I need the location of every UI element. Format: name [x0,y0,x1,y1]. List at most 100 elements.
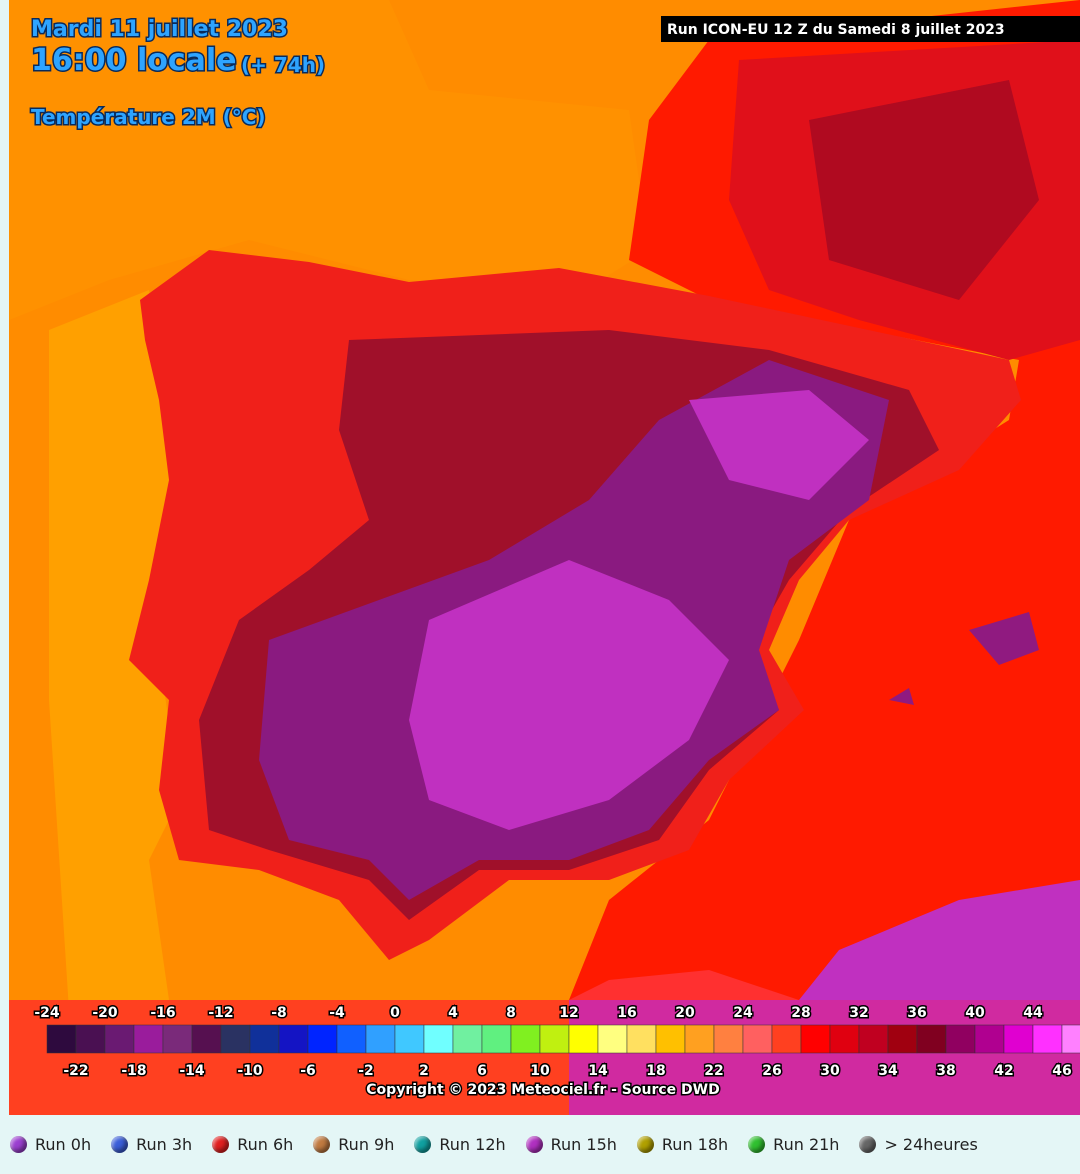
colorbar-swatch [75,1024,106,1054]
run-icon [414,1136,432,1153]
colorbar-label: -22 [63,1063,88,1079]
colorbar-swatch [365,1024,396,1054]
run-label: Run 18h [661,1135,729,1154]
weather-map: Mardi 11 juillet 2023 16:00 locale (+ 74… [9,0,1080,1115]
run-label: Run 6h [237,1135,294,1154]
colorbar-swatch [945,1024,976,1054]
iberia-extreme [409,560,729,830]
colorbar-swatch [597,1024,628,1054]
colorbar-swatch [133,1024,164,1054]
colorbar-background [9,1000,569,1115]
colorbar-label: 0 [390,1005,400,1021]
run-label: Run 0h [35,1135,92,1154]
colorbar-label: -2 [358,1063,374,1079]
run-icon [111,1136,129,1153]
north-africa [799,880,1080,1000]
run-button[interactable]: Run 15h [525,1135,617,1154]
colorbar-swatch [771,1024,802,1054]
colorbar-label: 6 [477,1063,487,1079]
coast-africa [569,970,799,1000]
run-label: > 24heures [884,1135,978,1154]
colorbar-swatch [104,1024,135,1054]
run-label: Run 15h [550,1135,617,1154]
colorbar-label: 40 [965,1005,985,1021]
colorbar-label: 24 [733,1005,753,1021]
run-button[interactable]: Run 6h [212,1135,293,1154]
run-icon [525,1136,543,1153]
colorbar-swatch [626,1024,657,1054]
colorbar-label: -8 [271,1005,287,1021]
colorbar-label: 30 [820,1063,840,1079]
run-icon [10,1136,27,1153]
colorbar-swatch [278,1024,309,1054]
colorbar-label: 38 [936,1063,955,1079]
run-icon [636,1136,654,1153]
colorbar-swatch [684,1024,715,1054]
ocean-coast [49,290,179,1010]
colorbar-label: -20 [92,1005,118,1021]
colorbar-label: -6 [300,1063,316,1079]
colorbar-label: 26 [762,1063,781,1079]
colorbar-swatch [220,1024,251,1054]
time: 16:00 locale [31,43,237,78]
run-info: Run ICON-EU 12 Z du Samedi 8 juillet 202… [667,22,1005,38]
colorbar-swatch [162,1024,193,1054]
colorbar-label: -10 [237,1063,263,1079]
colorbar-swatch [858,1024,889,1054]
colorbar-swatch [249,1024,280,1054]
run-label: Run 12h [439,1135,506,1154]
colorbar-label: 2 [419,1063,429,1079]
colorbar-swatch [510,1024,541,1054]
colorbar-label: -24 [34,1005,60,1021]
colorbar-swatch [713,1024,744,1054]
colorbar-label: 12 [559,1005,578,1021]
run-button[interactable]: Run 18h [636,1135,729,1154]
colorbar-swatch [423,1024,454,1054]
run-button[interactable]: Run 12h [414,1135,506,1154]
colorbar-swatch [394,1024,425,1054]
colorbar-label: 44 [1023,1005,1043,1021]
colorbar-swatch [800,1024,831,1054]
colorbar-label: -18 [121,1063,146,1079]
colorbar-swatch [1003,1024,1034,1054]
run-icon [313,1136,331,1153]
run-button[interactable]: > 24heures [859,1135,978,1154]
colorbar-swatch [655,1024,686,1054]
colorbar-label: 20 [675,1005,695,1021]
colorbar-label: 34 [878,1063,898,1079]
run-icon [212,1136,230,1153]
colorbar-label: 18 [646,1063,665,1079]
colorbar-label: 10 [530,1063,550,1079]
ocean-north [9,0,649,320]
france-hot [809,80,1039,300]
colorbar-swatch [481,1024,512,1054]
run-button[interactable]: Run 9h [313,1135,394,1154]
colorbar-swatch [568,1024,599,1054]
variable: Température 2M (°C) [31,105,266,129]
colorbar-label: -14 [179,1063,205,1079]
run-label: Run 21h [773,1135,840,1154]
colorbar-label: 28 [791,1005,810,1021]
run-button[interactable]: Run 21h [748,1135,839,1154]
run-button[interactable]: Run 3h [111,1135,192,1154]
run-icon [748,1136,766,1153]
date: Mardi 11 juillet 2023 [31,17,288,42]
colorbar-swatch [307,1024,338,1054]
colorbar-swatch [887,1024,918,1054]
colorbar-swatch [46,1024,77,1054]
colorbar-label: 14 [588,1063,608,1079]
colorbar-label: 32 [849,1005,868,1021]
colorbar-label: -4 [329,1005,345,1021]
copyright: Copyright © 2023 Meteociel.fr - Source D… [366,1082,719,1098]
colorbar-label: -16 [150,1005,175,1021]
run-button[interactable]: Run 0h [10,1135,91,1154]
colorbar-label: -12 [208,1005,233,1021]
colorbar-swatch [742,1024,773,1054]
colorbar-label: 4 [448,1005,458,1021]
colorbar-label: 8 [506,1005,516,1021]
colorbar-label: 22 [704,1063,723,1079]
balearic-islands [969,612,1039,665]
colorbar-label: 36 [907,1005,926,1021]
run-label: Run 3h [136,1135,193,1154]
